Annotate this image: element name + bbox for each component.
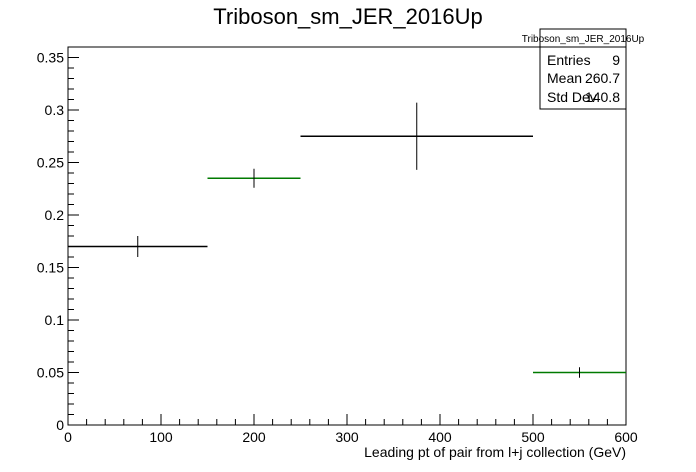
x-tick-label: 400 (428, 429, 452, 445)
stats-entries-value: 9 (612, 52, 620, 68)
x-tick-label: 500 (521, 429, 545, 445)
x-tick-label: 100 (149, 429, 173, 445)
y-tick-label: 0.15 (37, 260, 64, 276)
stats-mean-label: Mean (547, 70, 582, 86)
y-tick-label: 0.1 (45, 312, 65, 328)
y-tick-label: 0.3 (45, 102, 65, 118)
stats-stddev-label: Std Dev (547, 89, 597, 105)
stats-box-title: Triboson_sm_JER_2016Up (522, 34, 645, 45)
x-tick-label: 300 (335, 429, 359, 445)
y-tick-label: 0 (56, 417, 64, 433)
x-axis-label: Leading pt of pair from l+j collection (… (364, 444, 626, 460)
histogram-bins (68, 102, 626, 378)
chart-title: Triboson_sm_JER_2016Up (213, 4, 482, 29)
y-axis: 0 0.05 0.1 0.15 0.2 0.25 0.3 0.35 (37, 46, 79, 433)
stats-entries-label: Entries (547, 52, 591, 68)
stats-box: Triboson_sm_JER_2016Up Entries 9 Mean 26… (522, 28, 645, 110)
x-tick-label: 200 (242, 429, 266, 445)
y-tick-label: 0.35 (37, 50, 64, 66)
y-tick-label: 0.2 (45, 207, 65, 223)
x-tick-label: 600 (614, 429, 638, 445)
y-tick-label: 0.05 (37, 365, 64, 381)
x-tick-label: 0 (64, 429, 72, 445)
y-tick-label: 0.25 (37, 155, 64, 171)
stats-mean-value: 260.7 (585, 70, 620, 86)
stats-stddev-value: 140.8 (585, 89, 620, 105)
x-axis: 0 100 200 300 400 500 600 (64, 414, 638, 445)
